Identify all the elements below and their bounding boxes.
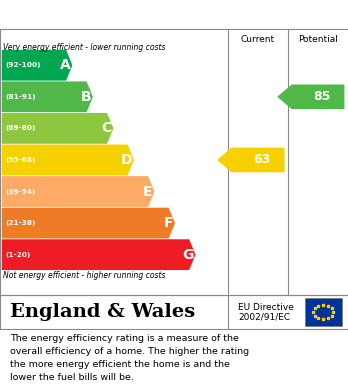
Text: The energy efficiency rating is a measure of the
overall efficiency of a home. T: The energy efficiency rating is a measur… [10, 334, 250, 382]
Text: Potential: Potential [298, 35, 338, 44]
Text: (55-68): (55-68) [5, 157, 35, 163]
Polygon shape [2, 208, 175, 239]
Text: EU Directive: EU Directive [238, 303, 294, 312]
Polygon shape [2, 81, 93, 112]
Text: Energy Efficiency Rating: Energy Efficiency Rating [10, 7, 220, 22]
Text: (69-80): (69-80) [5, 126, 35, 131]
Polygon shape [2, 50, 72, 81]
Text: Very energy efficient - lower running costs: Very energy efficient - lower running co… [3, 43, 166, 52]
Polygon shape [277, 84, 345, 109]
Polygon shape [2, 176, 155, 207]
Text: Current: Current [241, 35, 275, 44]
Text: 2002/91/EC: 2002/91/EC [238, 313, 291, 322]
Polygon shape [2, 113, 113, 144]
Text: B: B [80, 90, 91, 104]
Text: A: A [60, 58, 71, 72]
Text: 85: 85 [313, 90, 330, 103]
Text: (92-100): (92-100) [5, 62, 41, 68]
Polygon shape [217, 148, 285, 172]
Text: (21-38): (21-38) [5, 220, 35, 226]
Text: E: E [143, 185, 153, 199]
Text: (39-54): (39-54) [5, 188, 35, 194]
Text: (81-91): (81-91) [5, 94, 36, 100]
Text: F: F [164, 216, 173, 230]
Text: D: D [121, 153, 132, 167]
Text: (1-20): (1-20) [5, 252, 31, 258]
Text: Not energy efficient - higher running costs: Not energy efficient - higher running co… [3, 271, 166, 280]
Text: C: C [101, 121, 112, 135]
Bar [304, 298, 342, 326]
Text: G: G [182, 248, 194, 262]
Polygon shape [2, 145, 134, 175]
Polygon shape [2, 239, 196, 270]
Text: England & Wales: England & Wales [10, 303, 196, 321]
Text: 63: 63 [253, 153, 270, 167]
